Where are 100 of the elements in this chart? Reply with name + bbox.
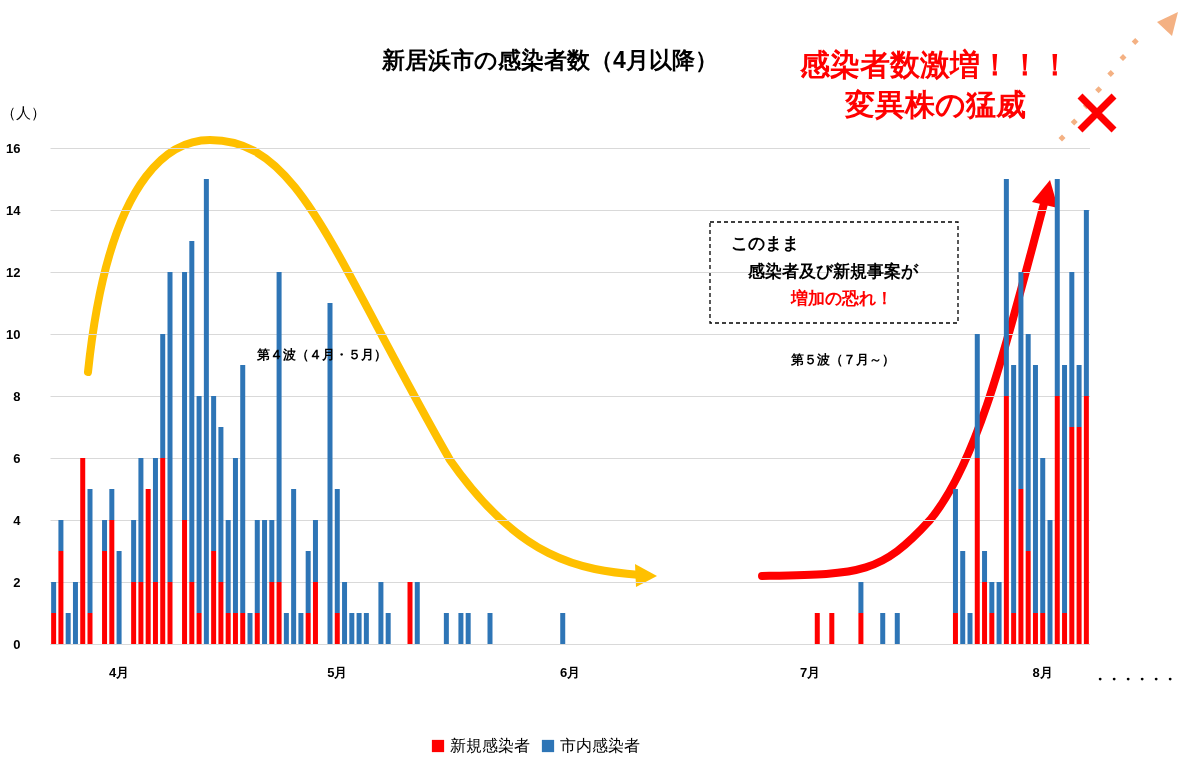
bar [414,582,420,644]
chart-title: 新居浜市の感染者数（4月以降） [381,47,718,73]
bar [349,613,355,644]
bar [196,396,202,613]
bar [560,613,566,644]
bar [974,458,980,644]
bar [72,582,78,644]
text: 感染者数激増！！！ [800,46,1070,83]
bar [240,365,246,613]
bar [858,582,864,613]
bar [1003,179,1009,396]
bar [276,582,282,644]
bar [291,489,297,644]
bar [160,334,166,458]
x-tick-label: 8月 [1032,664,1053,680]
bar [1040,458,1046,613]
bar [218,427,224,582]
bar [487,613,493,644]
bar [65,613,71,644]
bar [880,613,886,644]
bar [254,520,260,613]
bar [974,334,980,458]
bar [283,613,289,644]
bar [152,582,158,644]
bar [967,613,973,644]
annotation: 増加の恐れ！ [791,287,893,310]
bar [1025,551,1031,644]
bar [138,458,144,582]
bar [254,613,260,644]
bar [182,272,188,520]
bar [342,582,348,644]
bar [443,613,449,644]
bar [51,582,57,613]
bar [182,520,188,644]
bar [334,489,340,613]
bar [145,489,151,644]
bar [203,179,209,644]
bar [167,582,173,644]
bar [218,582,224,644]
bar [407,582,413,644]
bar [982,551,988,582]
bar [1003,396,1009,644]
y-tick-label: 8 [13,388,21,404]
bar [51,613,57,644]
bar [160,458,166,644]
bar [80,458,86,644]
bar [952,489,958,613]
bar [167,272,173,582]
bar [211,396,217,551]
bar [960,551,966,644]
bar [385,613,391,644]
bar [1083,396,1089,644]
annotation: このまま [731,232,799,255]
bar [152,458,158,582]
bar [1069,427,1075,644]
bar [1083,210,1089,396]
bar [465,613,471,644]
bar [138,582,144,644]
bar [269,582,275,644]
bar [858,613,864,644]
bar [378,582,384,644]
bar [240,613,246,644]
bar [829,613,835,644]
bar [814,613,820,644]
x-tick-label: 5月 [327,664,348,680]
bar [952,613,958,644]
bar [109,520,115,644]
bar [1018,272,1024,489]
bar [225,520,231,613]
y-tick-label: 0 [13,636,21,652]
bar [334,613,340,644]
bar [102,520,108,551]
annotation: 第５波（７月～） [791,351,895,369]
bar [1011,365,1017,613]
y-tick-label: 12 [6,264,21,280]
bar [87,489,93,613]
y-tick-label: 14 [6,202,22,218]
bar [1076,365,1082,427]
bar [363,613,369,644]
y-tick-label: 10 [6,326,21,342]
bar [109,489,115,520]
bar [1025,334,1031,551]
bar [1062,613,1068,644]
bar [189,241,195,582]
bar [196,613,202,644]
bar [1076,427,1082,644]
legend-label: 新規感染者 [450,737,530,754]
bar [58,551,64,644]
bar [232,458,238,613]
bar [102,551,108,644]
y-tick-label: 2 [13,574,21,590]
y-tick-label: 16 [6,140,21,156]
bar [1069,272,1075,427]
x-tick-label: 4月 [108,664,130,680]
bar [232,613,238,644]
legend-label: 市内感染者 [560,737,640,754]
bar [269,520,275,582]
bar [116,551,122,644]
bar [989,582,995,613]
bar [1032,613,1038,644]
